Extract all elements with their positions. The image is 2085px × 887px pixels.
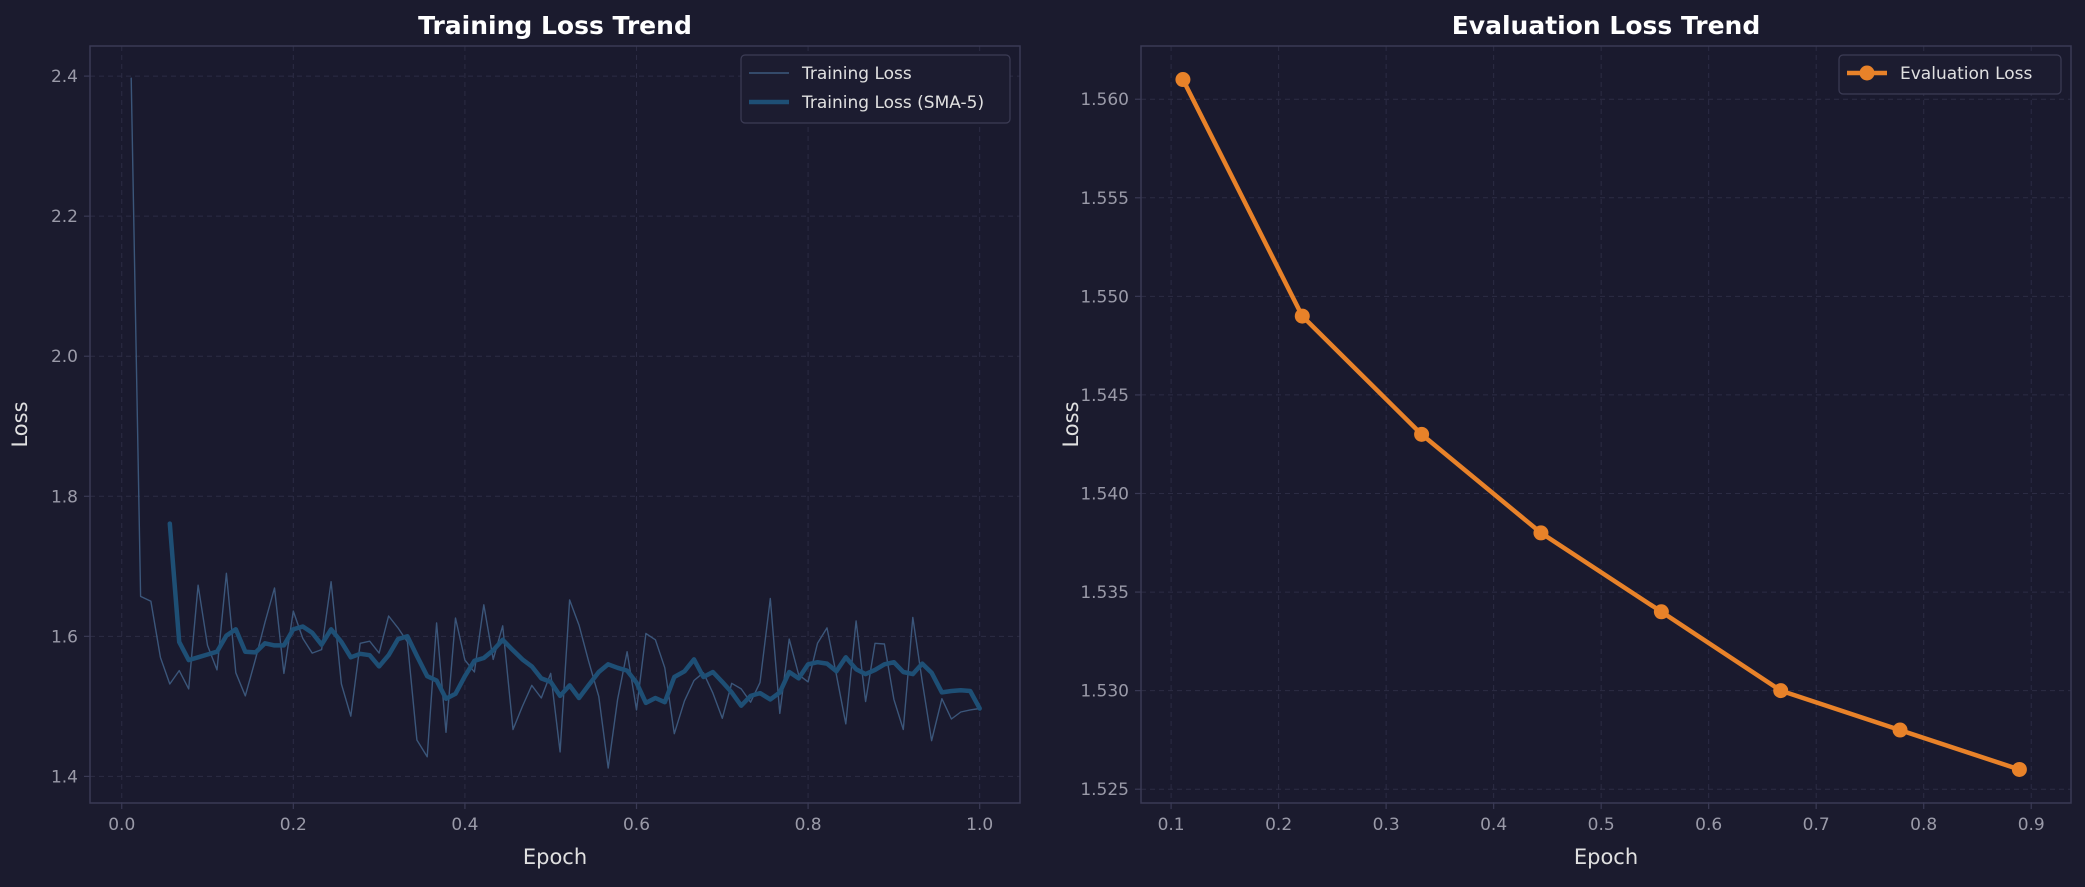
y-tick-label: 1.540 — [1080, 484, 1129, 504]
legend-label: Evaluation Loss — [1900, 64, 2033, 84]
grid-lines — [1141, 46, 2071, 803]
legend-label: Training Loss (SMA-5) — [801, 93, 984, 113]
y-tick-label: 1.4 — [51, 767, 78, 787]
y-tick-label: 1.525 — [1080, 780, 1129, 800]
x-tick-label: 0.1 — [1158, 815, 1185, 835]
legend-label: Training Loss — [801, 64, 912, 84]
y-tick-label: 1.550 — [1080, 287, 1129, 307]
x-tick-label: 0.9 — [2018, 815, 2045, 835]
x-axis-label: Epoch — [1574, 845, 1638, 869]
y-tick-label: 1.545 — [1080, 386, 1129, 406]
legend: Evaluation Loss — [1838, 54, 2062, 95]
x-axis-label: Epoch — [523, 845, 587, 869]
x-tick-label: 0.7 — [1803, 815, 1830, 835]
chart-title: Evaluation Loss Trend — [1452, 11, 1761, 40]
x-tick-label: 0.5 — [1588, 815, 1615, 835]
y-tick-label: 1.535 — [1080, 583, 1129, 603]
series-line-1 — [1180, 77, 2022, 772]
y-tick-label: 1.530 — [1080, 682, 1129, 702]
axes-frame — [1140, 45, 2072, 804]
x-tick-label: 0.4 — [1480, 815, 1507, 835]
x-tick-label: 0.6 — [1695, 815, 1722, 835]
plot-area — [90, 46, 1020, 803]
x-tick-label: 0.2 — [1265, 815, 1292, 835]
x-tick-label: 0.8 — [1910, 815, 1937, 835]
y-axis-label: Loss — [8, 401, 32, 447]
data-point — [1533, 525, 1549, 541]
plot-area — [1141, 46, 2071, 803]
data-point — [2011, 761, 2027, 777]
tick-labels: 0.1 0.2 0.3 0.4 0.5 0.6 0.7 0.8 0.9 1.525 1.530 1.5… — [1080, 90, 2044, 835]
data-point — [1653, 604, 1669, 620]
chart-panel-2: 0.1 0.2 0.3 0.4 0.5 0.6 0.7 0.8 0.9 1.525 1.530 1.5… — [1059, 11, 2072, 869]
x-tick-label: 0.6 — [623, 815, 650, 835]
x-tick-label: 0.2 — [280, 815, 307, 835]
data-point — [1892, 722, 1908, 738]
data-point — [1175, 72, 1191, 88]
x-tick-label: 0.4 — [451, 815, 478, 835]
x-tick-label: 1.0 — [966, 815, 993, 835]
series-line-2 — [167, 521, 982, 711]
chart-panel-1: 0.0 0.2 0.4 0.6 0.8 1.0 1.4 1.6 1.8 2.0 2.2 2.4 Trai… — [8, 11, 1021, 869]
y-tick-label: 1.555 — [1080, 189, 1129, 209]
y-tick-label: 1.8 — [51, 487, 78, 507]
legend-box — [1838, 54, 2062, 95]
y-tick-label: 2.4 — [51, 67, 78, 87]
y-axis-label: Loss — [1059, 401, 1083, 447]
x-tick-label: 0.3 — [1373, 815, 1400, 835]
legend: Training Loss Training Loss (SMA-5) — [740, 54, 1011, 124]
y-tick-label: 1.6 — [51, 627, 78, 647]
axes-frame — [89, 45, 1021, 804]
y-tick-label: 2.2 — [51, 207, 78, 227]
legend-marker — [1859, 65, 1875, 81]
data-point — [1294, 308, 1310, 324]
data-point — [1773, 683, 1789, 699]
y-tick-label: 2.0 — [51, 347, 78, 367]
x-tick-label: 0.0 — [108, 815, 135, 835]
tick-labels: 0.0 0.2 0.4 0.6 0.8 1.0 1.4 1.6 1.8 2.0 2.2 2.4 — [51, 67, 993, 835]
data-point — [1414, 426, 1430, 442]
x-tick-label: 0.8 — [795, 815, 822, 835]
y-tick-label: 1.560 — [1080, 90, 1129, 110]
legend-box — [740, 54, 1011, 124]
series-line-1 — [130, 77, 981, 769]
chart-title: Training Loss Trend — [418, 11, 692, 40]
